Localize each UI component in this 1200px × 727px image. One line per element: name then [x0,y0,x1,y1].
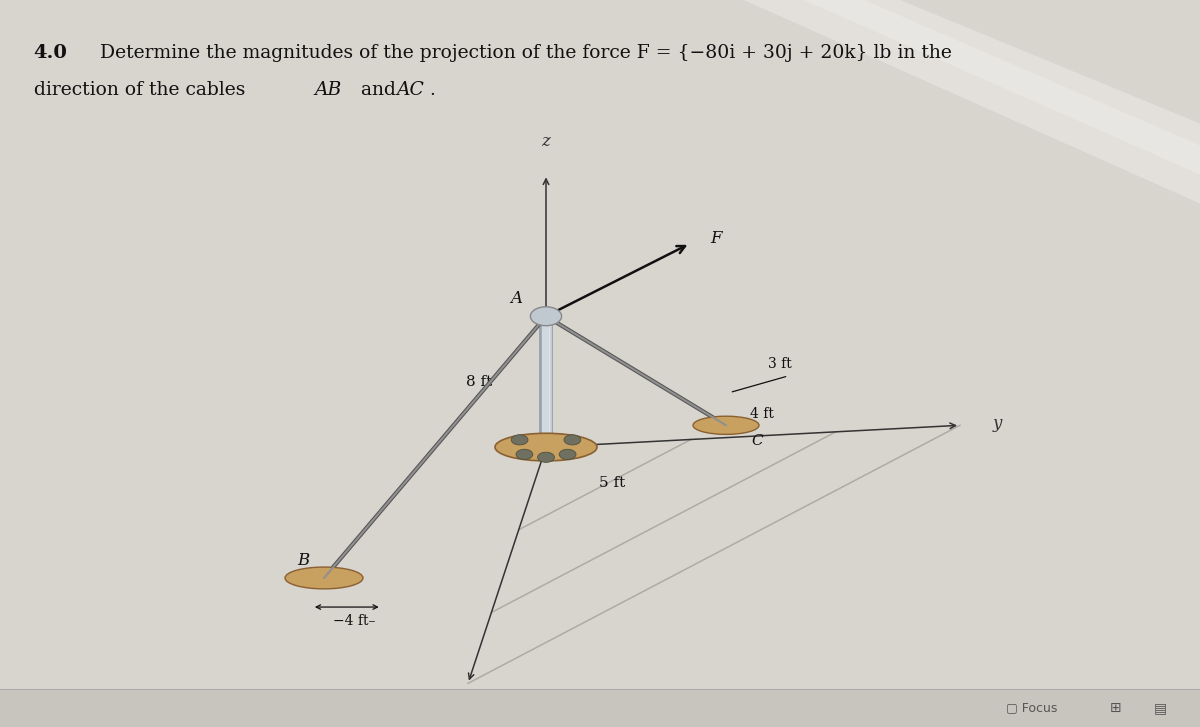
Text: ▢ Focus: ▢ Focus [1007,702,1057,715]
Circle shape [511,435,528,445]
Ellipse shape [286,567,364,589]
Text: C: C [751,434,763,448]
Text: −4 ft–: −4 ft– [332,614,376,628]
Ellipse shape [694,416,760,434]
Bar [0,689,1200,727]
Circle shape [564,435,581,445]
Text: 4 ft: 4 ft [750,407,774,421]
Circle shape [516,449,533,459]
Text: x: x [454,703,463,720]
Text: 5 ft: 5 ft [599,476,625,490]
Text: direction of the cables: direction of the cables [34,81,251,100]
Text: ▤: ▤ [1154,701,1166,715]
Circle shape [530,307,562,326]
Text: y: y [992,415,1002,433]
Text: ⊞: ⊞ [1110,701,1122,715]
Text: and: and [355,81,402,100]
Text: AB: AB [314,81,342,100]
Polygon shape [744,0,1200,204]
Circle shape [559,449,576,459]
Text: 3 ft: 3 ft [768,356,792,371]
Text: 4.0: 4.0 [34,44,67,62]
Text: F: F [710,230,722,247]
Circle shape [538,452,554,462]
Text: z: z [541,134,551,150]
Text: Determine the magnitudes of the projection of the force F = {−80i + 30j + 20k} l: Determine the magnitudes of the projecti… [100,44,952,62]
Polygon shape [804,0,1200,174]
Text: B: B [298,552,310,569]
Text: A: A [510,290,522,307]
Text: 8 ft: 8 ft [466,374,492,389]
Text: .: . [430,81,436,100]
Text: AC: AC [396,81,424,100]
Ellipse shape [496,433,598,461]
